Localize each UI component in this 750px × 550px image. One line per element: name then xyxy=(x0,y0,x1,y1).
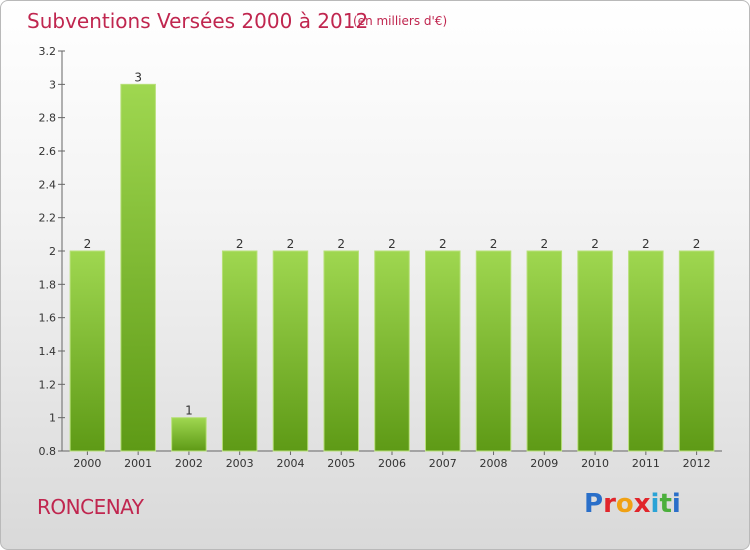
x-tick-label: 2000 xyxy=(73,457,101,470)
logo-letter: o xyxy=(615,489,634,519)
bar xyxy=(323,250,359,452)
y-tick-label: 2.4 xyxy=(39,178,57,191)
data-label: 2 xyxy=(236,237,244,251)
x-tick-label: 2002 xyxy=(175,457,203,470)
y-tick-label: 2.6 xyxy=(39,145,57,158)
logo-letter: r xyxy=(603,489,616,519)
data-label: 2 xyxy=(490,237,498,251)
x-tick-label: 2008 xyxy=(480,457,508,470)
y-tick-label: 1.4 xyxy=(39,345,57,358)
chart-title: Subventions Versées 2000 à 2012 xyxy=(27,9,369,33)
x-tick-label: 2012 xyxy=(683,457,711,470)
logo-letter: P xyxy=(584,489,604,519)
data-label: 2 xyxy=(693,237,701,251)
bar xyxy=(272,250,309,452)
x-tick-label: 2004 xyxy=(276,457,304,470)
bar xyxy=(221,250,258,452)
y-tick-label: 1.6 xyxy=(39,312,57,325)
x-tick-label: 2010 xyxy=(581,457,609,470)
y-tick-label: 3.2 xyxy=(39,45,57,58)
bar xyxy=(374,250,410,452)
y-tick-label: 1.2 xyxy=(39,378,57,391)
data-label: 2 xyxy=(591,237,599,251)
chart-labels: 2 3 1 2 2 2 2 2 2 2 2 2 2 xyxy=(84,70,701,417)
y-tick-label: 1.8 xyxy=(39,278,57,291)
x-tick-label: 2007 xyxy=(429,457,457,470)
chart-unit: (en milliers d'€) xyxy=(353,14,448,28)
bar xyxy=(678,250,715,452)
bar xyxy=(526,250,563,452)
data-label: 2 xyxy=(84,237,92,251)
chart-axes: 0.8 1 1.2 1.4 1.6 1.8 2 2.2 2.4 2.6 2.8 3 3.2 2000 200… xyxy=(39,45,722,470)
y-tick-label: 0.8 xyxy=(39,445,57,458)
data-label: 2 xyxy=(337,237,345,251)
x-tick-label: 2005 xyxy=(327,457,355,470)
y-tick-label: 3 xyxy=(49,78,56,91)
data-label: 2 xyxy=(642,237,650,251)
bar xyxy=(577,250,613,452)
y-tick-label: 1 xyxy=(49,412,56,425)
bar xyxy=(69,250,106,452)
logo-letter: x xyxy=(633,489,651,519)
x-tick-label: 2006 xyxy=(378,457,406,470)
y-tick-label: 2 xyxy=(49,245,56,258)
proxiti-logo[interactable]: Proxiti xyxy=(584,489,681,519)
logo-letter: i xyxy=(671,489,681,519)
data-label: 3 xyxy=(134,70,142,84)
bar xyxy=(425,250,461,452)
y-tick-label: 2.8 xyxy=(39,112,57,125)
bar xyxy=(475,250,512,452)
data-label: 2 xyxy=(287,237,295,251)
x-tick-label: 2009 xyxy=(530,457,558,470)
x-tick-label: 2003 xyxy=(226,457,254,470)
bar xyxy=(628,250,664,452)
commune-name: RONCENAY xyxy=(37,495,144,519)
data-label: 1 xyxy=(185,404,193,418)
data-label: 2 xyxy=(439,237,447,251)
y-tick-label: 2.2 xyxy=(39,212,57,225)
logo-letter: i xyxy=(650,489,660,519)
x-tick-label: 2001 xyxy=(124,457,152,470)
bar xyxy=(120,83,156,452)
data-label: 2 xyxy=(388,237,396,251)
x-tick-label: 2011 xyxy=(632,457,660,470)
logo-letter: t xyxy=(659,489,672,519)
bar xyxy=(171,417,207,452)
chart-bars xyxy=(69,83,715,452)
data-label: 2 xyxy=(540,237,548,251)
